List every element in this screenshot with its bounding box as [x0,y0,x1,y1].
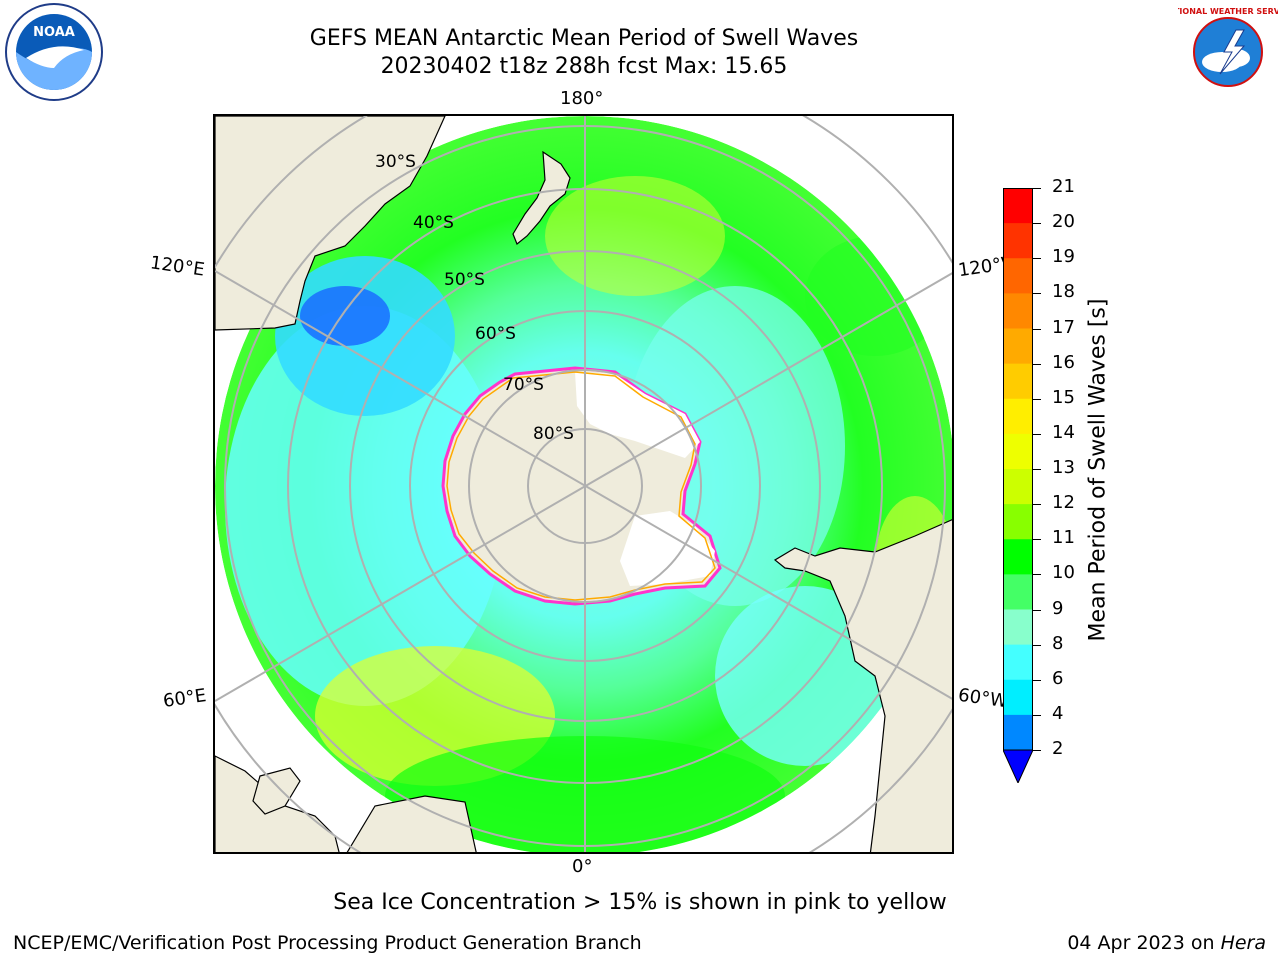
colorbar-label: Mean Period of Swell Waves [s] [1085,298,1111,642]
lon-label-0: 0° [572,856,593,877]
land-africa-south [346,795,477,852]
lon-label-60e: 60°E [161,685,208,712]
colorbar-tick-mark [1033,714,1041,716]
colorbar-tick-mark [1033,750,1041,751]
colorbar-tick-mark [1033,258,1041,260]
footer-credit: NCEP/EMC/Verification Post Processing Pr… [13,932,642,954]
colorbar-tick-mark [1033,679,1041,681]
colorbar-bin [1003,293,1033,329]
colorbar-bin [1003,644,1033,681]
colorbar-extend-arrow [1003,749,1033,783]
colorbar-tick-mark [1033,433,1041,435]
colorbar-tick-mark [1033,188,1041,189]
colorbar-bin [1003,188,1033,224]
colorbar-outline [1003,188,1033,751]
antarctica-ice-shelf-ross [575,372,700,458]
colorbar-bin [1003,469,1033,505]
colorbar-tick-mark [1033,539,1041,541]
lat-label-30s: 30°S [375,152,416,172]
colorbar-tick-label: 2 [1052,738,1064,759]
colorbar-tick-mark [1033,223,1041,225]
colorbar-bin [1003,714,1033,751]
map-panel [213,114,954,854]
colorbar-tick-label: 20 [1052,211,1075,233]
colorbar-bin [1003,539,1033,575]
swell-patch-tasman [545,176,725,296]
colorbar-tick-mark [1033,574,1041,576]
antarctica-ice-shelf-weddell [620,511,715,586]
sea-ice-edge-inner [446,371,716,601]
lon-label-180: 180° [560,88,604,109]
lat-label-40s: 40°S [413,213,454,233]
colorbar-tick-label: 11 [1052,527,1075,549]
colorbar-bin [1003,328,1033,365]
colorbar-tick-mark [1033,609,1041,611]
swell-patch-indian-ocean [225,306,505,706]
colorbar-tick-label: 17 [1052,316,1075,338]
colorbar-tick-label: 16 [1052,351,1075,373]
chart-subtitle: 20230402 t18z 288h fcst Max: 15.65 [380,54,788,79]
swell-patch-pacific-green [805,236,945,356]
noaa-logo-text: NOAA [33,25,75,40]
colorbar-tick-label: 14 [1052,421,1075,443]
colorbar-tick-mark [1033,363,1041,365]
colorbar-bin [1003,433,1033,470]
colorbar [1003,188,1033,783]
footer-host: Hera [1220,932,1266,954]
colorbar-tick-mark [1033,293,1041,295]
colorbar-tick-label: 21 [1052,176,1075,197]
chart-title: GEFS MEAN Antarctic Mean Period of Swell… [309,26,859,51]
colorbar-tick-label: 19 [1052,246,1075,268]
colorbar-tick-mark [1033,328,1041,330]
antarctica [441,366,722,606]
colorbar-tick-label: 13 [1052,457,1075,478]
colorbar-tick-label: 15 [1052,386,1075,408]
colorbar-tick-mark [1033,398,1041,400]
land-new-zealand [512,150,571,245]
colorbar-bin [1003,398,1033,435]
colorbar-tick-label: 8 [1052,632,1064,654]
lon-label-60w: 60°W [956,684,1009,713]
colorbar-tick-label: 10 [1052,562,1075,584]
colorbar-bin [1003,679,1033,716]
colorbar-tick-mark [1033,644,1041,646]
lat-label-50s: 50°S [444,270,485,290]
sea-ice-note: Sea Ice Concentration > 15% is shown in … [333,890,947,915]
meridian-60e-120w [215,272,952,702]
footer-date: 04 Apr 2023 on Hera [1067,932,1266,954]
colorbar-bin [1003,258,1033,294]
colorbar-tick-label: 6 [1052,667,1064,689]
colorbar-tick-label: 18 [1052,281,1075,303]
colorbar-tick-label: 12 [1052,492,1075,514]
polar-stereographic-map [215,116,952,852]
colorbar-bin [1003,504,1033,540]
graticule [215,116,952,852]
land-australia [215,116,446,331]
noaa-logo: NOAA [5,3,103,101]
colorbar-tick-mark [1033,504,1041,506]
nws-logo-text: NATIONAL WEATHER SERVICE [1178,7,1278,16]
footer-date-text: 04 Apr 2023 on [1067,932,1221,954]
colorbar-tick-label: 4 [1052,702,1064,724]
land-madagascar [252,767,301,815]
colorbar-tick-mark [1033,469,1041,470]
lat-label-60s: 60°S [475,324,516,344]
lon-label-120e: 120°E [148,252,206,281]
colorbar-bin [1003,574,1033,610]
lat-label-80s: 80°S [533,424,574,444]
colorbar-bin [1003,363,1033,400]
colorbar-tick-label: 9 [1052,597,1064,619]
nws-logo: NATIONAL WEATHER SERVICE [1178,4,1278,100]
colorbar-bin [1003,609,1033,646]
colorbar-bin [1003,223,1033,259]
lat-label-70s: 70°S [503,375,544,395]
swell-patch-bight [300,286,390,346]
